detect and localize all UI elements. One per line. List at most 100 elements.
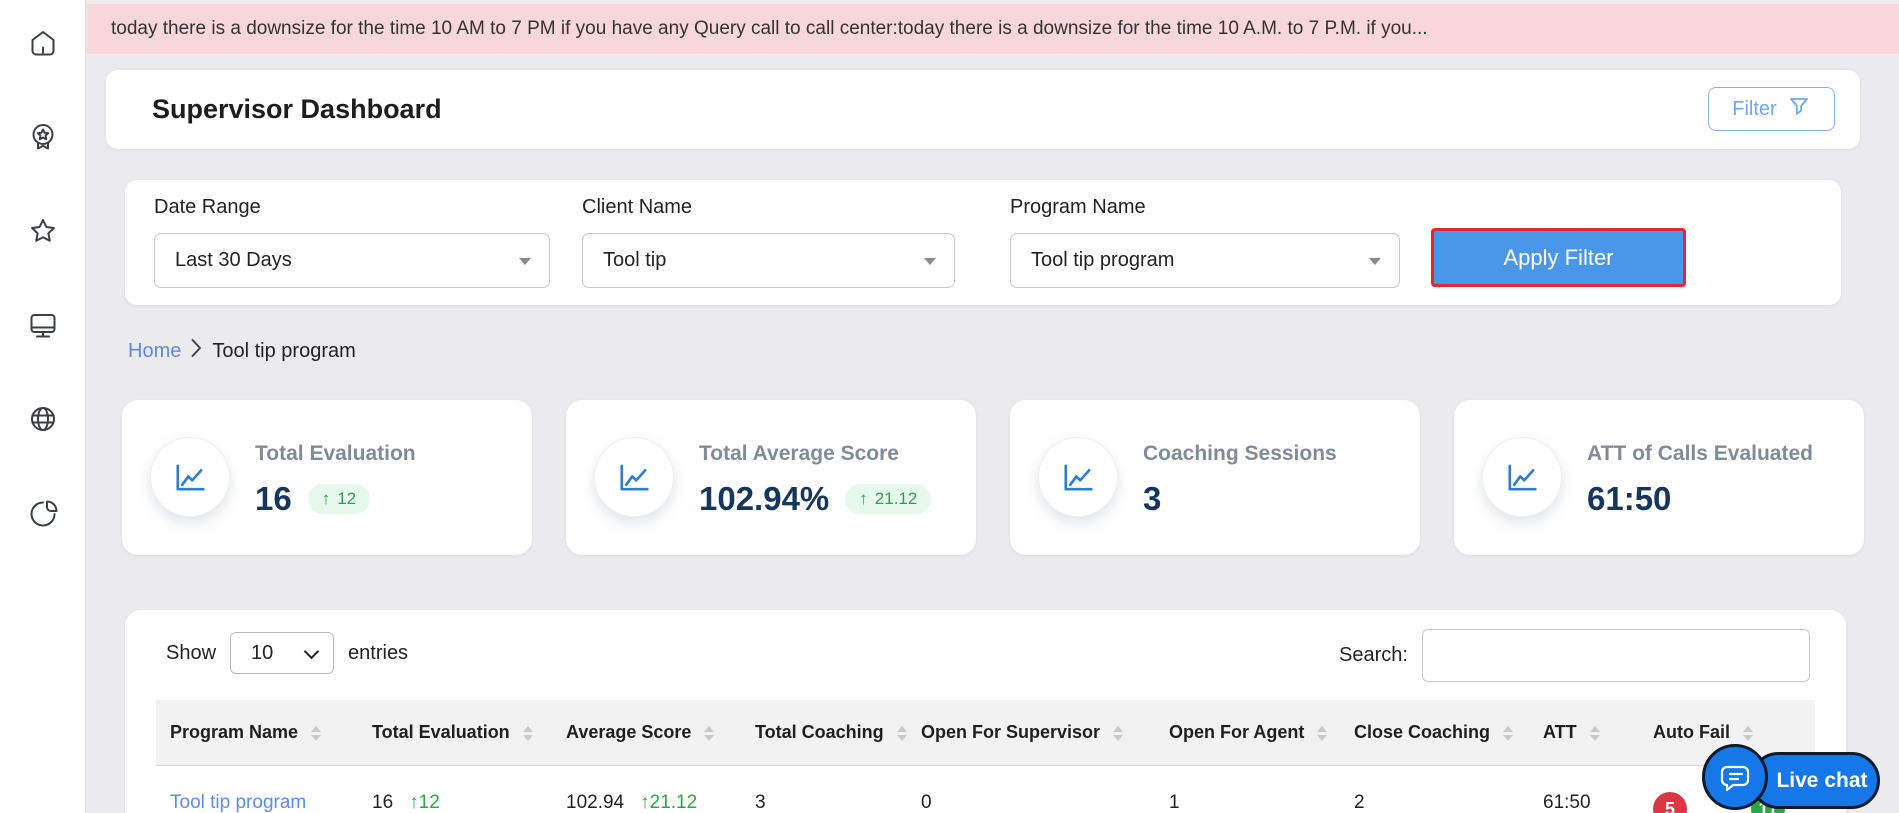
line-chart-icon: [150, 437, 230, 517]
cell-total-coaching: 3: [755, 791, 766, 813]
cell-att: 61:50: [1543, 791, 1591, 813]
sidebar: [0, 0, 86, 813]
stat-label: Coaching Sessions: [1143, 442, 1337, 465]
stat-card-coaching-sessions: Coaching Sessions 3: [1010, 400, 1420, 555]
column-header-close-coaching[interactable]: Close Coaching: [1340, 700, 1529, 766]
client-name-label: Client Name: [582, 196, 693, 218]
breadcrumb: Home Tool tip program: [128, 338, 356, 364]
funnel-icon: [1787, 94, 1811, 124]
stat-value: 61:50: [1587, 480, 1672, 517]
sort-icon: [704, 725, 715, 741]
stat-value: 102.94%: [699, 480, 830, 517]
breadcrumb-home-link[interactable]: Home: [128, 339, 182, 362]
trend-badge: 21.12: [845, 484, 932, 514]
entries-label: entries: [348, 641, 409, 664]
chevron-down-icon: [1369, 258, 1381, 265]
stat-cards-row: Total Evaluation 16 12 Total Average Sco…: [122, 400, 1864, 555]
programs-table-card: Show 10 entries Search: Program Name Tot…: [125, 610, 1846, 813]
table-search: Search:: [1339, 629, 1810, 682]
badge-icon[interactable]: [25, 120, 61, 156]
trend-up-icon: [322, 489, 331, 509]
chevron-down-icon: [924, 258, 936, 265]
cell-close-coaching: 2: [1354, 791, 1365, 813]
column-header-average-score[interactable]: Average Score: [552, 700, 741, 766]
date-range-group: Date Range Last 30 Days: [154, 196, 550, 288]
stat-card-total-evaluation: Total Evaluation 16 12: [122, 400, 532, 555]
trend-up-icon: [409, 792, 419, 813]
filter-panel: Date Range Last 30 Days Client Name Tool…: [125, 180, 1841, 305]
chevron-right-icon: [191, 338, 202, 364]
sort-icon: [1503, 725, 1514, 741]
cell-total-evaluation: 16: [372, 791, 394, 813]
stat-value: 16: [255, 480, 292, 517]
column-header-att[interactable]: ATT: [1529, 700, 1639, 766]
filter-button-label: Filter: [1732, 97, 1777, 120]
monitor-icon[interactable]: [25, 308, 61, 344]
live-chat-widget[interactable]: Live chat: [1702, 744, 1882, 813]
page-title: Supervisor Dashboard: [152, 94, 442, 124]
client-name-value: Tool tip: [603, 249, 667, 271]
stat-value: 3: [1143, 480, 1162, 517]
sort-icon: [896, 725, 907, 741]
trend-up-icon: [640, 792, 650, 813]
breadcrumb-current: Tool tip program: [212, 339, 356, 362]
client-name-select[interactable]: Tool tip: [582, 233, 955, 288]
cell-open-for-supervisor: 0: [921, 791, 932, 813]
column-header-program-name[interactable]: Program Name: [156, 700, 358, 766]
live-chat-label: Live chat: [1750, 752, 1880, 809]
auto-fail-badge: 5: [1653, 791, 1687, 813]
program-name-group: Program Name Tool tip program: [1010, 196, 1400, 288]
page-size-control: Show 10 entries: [166, 632, 408, 674]
programs-table: Program Name Total Evaluation Average Sc…: [156, 700, 1815, 813]
globe-icon[interactable]: [25, 402, 61, 438]
stat-label: Total Average Score: [699, 442, 899, 465]
line-chart-icon: [1038, 437, 1118, 517]
sort-icon: [1113, 725, 1124, 741]
date-range-label: Date Range: [154, 196, 261, 218]
column-header-open-for-agent[interactable]: Open For Agent: [1155, 700, 1340, 766]
table-row: Tool tip program 1612 102.9421.12 3 0 1 …: [156, 765, 1815, 813]
line-chart-icon: [1482, 437, 1562, 517]
search-input[interactable]: [1421, 629, 1810, 682]
table-header-row: Program Name Total Evaluation Average Sc…: [156, 700, 1815, 766]
stat-card-total-average-score: Total Average Score 102.94% 21.12: [566, 400, 976, 555]
sort-icon: [311, 725, 322, 741]
column-header-total-coaching[interactable]: Total Coaching: [741, 700, 907, 766]
program-name-select[interactable]: Tool tip program: [1010, 233, 1400, 288]
chevron-down-icon: [303, 643, 320, 660]
header-card: Supervisor Dashboard Filter: [106, 70, 1860, 149]
program-link[interactable]: Tool tip program: [170, 791, 307, 813]
pie-chart-icon[interactable]: [25, 496, 61, 532]
stat-label: Total Evaluation: [255, 442, 416, 465]
page-size-select[interactable]: 10: [230, 632, 335, 674]
stat-card-att-of-calls: ATT of Calls Evaluated 61:50: [1454, 400, 1864, 555]
home-icon[interactable]: [25, 26, 61, 62]
cell-open-for-agent: 1: [1169, 791, 1180, 813]
date-range-select[interactable]: Last 30 Days: [154, 233, 550, 288]
chevron-down-icon: [519, 258, 531, 265]
apply-filter-button[interactable]: Apply Filter: [1431, 228, 1686, 287]
page-size-value: 10: [251, 641, 274, 664]
date-range-value: Last 30 Days: [175, 249, 292, 271]
trend-up-value: 12: [409, 792, 440, 813]
sort-icon: [1589, 725, 1600, 741]
announcement-banner: today there is a downsize for the time 1…: [87, 4, 1899, 54]
cell-average-score: 102.94: [566, 791, 625, 813]
trend-up-icon: [859, 489, 868, 509]
trend-badge: 12: [307, 484, 371, 514]
sort-icon: [1743, 725, 1753, 741]
stat-label: ATT of Calls Evaluated: [1587, 442, 1813, 465]
client-name-group: Client Name Tool tip: [582, 196, 955, 288]
filter-button[interactable]: Filter: [1708, 87, 1835, 131]
show-label: Show: [166, 641, 217, 664]
chat-bubble-icon: [1702, 744, 1768, 810]
line-chart-icon: [594, 437, 674, 517]
trend-up-value: 21.12: [640, 792, 697, 813]
program-name-label: Program Name: [1010, 196, 1146, 218]
star-icon[interactable]: [25, 214, 61, 250]
column-header-total-evaluation[interactable]: Total Evaluation: [358, 700, 552, 766]
column-header-open-for-supervisor[interactable]: Open For Supervisor: [907, 700, 1155, 766]
program-name-value: Tool tip program: [1031, 249, 1175, 271]
sort-icon: [522, 725, 533, 741]
sort-icon: [1317, 725, 1328, 741]
